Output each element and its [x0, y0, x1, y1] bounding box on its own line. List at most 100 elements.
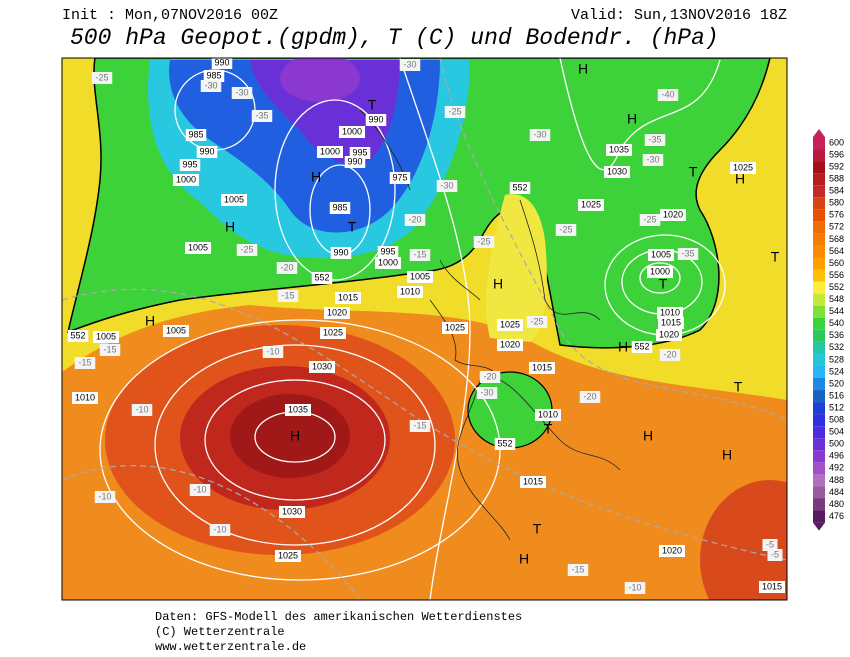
colorbar-label: 540 — [829, 318, 844, 328]
isobar-label: 990 — [368, 114, 383, 124]
temp-label-box — [74, 357, 96, 369]
colorbar-swatch — [813, 390, 825, 403]
isobar-label-box — [631, 341, 653, 353]
temp-label-box — [644, 134, 666, 146]
colorbar-swatch — [813, 269, 825, 282]
isobar-label: 552 — [70, 330, 85, 340]
temp-label: -35 — [255, 110, 268, 120]
isobar-label: 1000 — [342, 126, 362, 136]
fill-yellow — [485, 194, 547, 342]
isobar-label: 1005 — [410, 271, 430, 281]
colorbar-swatch — [813, 510, 825, 523]
colorbar-label: 568 — [829, 234, 844, 244]
temp-label-box — [526, 316, 548, 328]
temp-label: -30 — [533, 129, 546, 139]
temp-label-box — [444, 106, 466, 118]
map-title: 500 hPa Geopot.(gpdm), T (C) und Bodendr… — [70, 25, 719, 51]
temp-label: -30 — [403, 59, 416, 69]
colorbar-swatch — [813, 305, 825, 318]
isobar-label: 1005 — [188, 242, 208, 252]
pressure-center: T — [544, 421, 553, 437]
isobar-label-box — [196, 146, 218, 158]
temp-label: -30 — [204, 80, 217, 90]
colorbar-swatch — [813, 450, 825, 463]
temp-label-box — [200, 80, 222, 92]
temp-label-box — [231, 87, 253, 99]
pressure-center: H — [618, 339, 628, 355]
isobar-label: 552 — [497, 438, 512, 448]
temp-label: -35 — [681, 248, 694, 258]
temp-label: -35 — [648, 134, 661, 144]
isobar-label-box — [578, 199, 604, 211]
temp-label-box — [642, 154, 664, 166]
isobar-label-box — [311, 272, 333, 284]
isobar-label-box — [173, 174, 199, 186]
isobar-label-box — [604, 166, 630, 178]
temp-label: -15 — [571, 564, 584, 574]
pressure-center: H — [578, 61, 588, 77]
isobar-label: 1015 — [338, 292, 358, 302]
colorbar-label: 488 — [829, 475, 844, 485]
isobar-label-box — [407, 271, 433, 283]
colorbar-swatch — [813, 365, 825, 378]
isobar-label: 995 — [380, 246, 395, 256]
temp-label-box — [189, 484, 211, 496]
pressure-center: H — [627, 111, 637, 127]
pressure-center: H — [519, 551, 529, 567]
isobar-label-box — [335, 292, 361, 304]
colorbar-swatch — [813, 317, 825, 330]
colorbar-label: 500 — [829, 439, 844, 449]
isobar-label-box — [497, 319, 523, 331]
isobar-label: 1030 — [282, 506, 302, 516]
isobar-label-box — [221, 194, 247, 206]
isobar-label: 995 — [182, 159, 197, 169]
colorbar-label: 552 — [829, 282, 844, 292]
colorbar-swatch — [813, 257, 825, 270]
isobar-label: 985 — [188, 129, 203, 139]
colorbar-swatch — [813, 245, 825, 258]
temp-label: -25 — [240, 244, 253, 254]
temp-label-box — [762, 539, 778, 551]
colorbar-swatch — [813, 486, 825, 499]
isobar-label: 1035 — [288, 404, 308, 414]
temp-label: -5 — [771, 549, 779, 559]
temp-label-box — [209, 524, 231, 536]
pressure-center: T — [368, 97, 377, 113]
isobar-label-box — [285, 404, 311, 416]
pressure-center: H — [493, 276, 503, 292]
temp-label: -30 — [646, 154, 659, 164]
colorbar-swatch — [813, 209, 825, 222]
temp-label-box — [399, 59, 421, 71]
isobar-label-box — [656, 329, 682, 341]
isobar-label-box — [330, 247, 352, 259]
isobar-label-box — [279, 506, 305, 518]
colorbar-swatch — [813, 426, 825, 439]
isobar-label: 1005 — [651, 249, 671, 259]
isobar-label: 1030 — [312, 361, 332, 371]
init-time: Init : Mon,07NOV2016 00Z — [62, 7, 278, 24]
colorbar-label: 560 — [829, 258, 844, 268]
colorbar-swatch — [813, 149, 825, 162]
temp-label-box — [99, 344, 121, 356]
temp-label-box — [94, 491, 116, 503]
temp-label: -20 — [483, 371, 496, 381]
colorbar-label: 580 — [829, 198, 844, 208]
temp-label: -25 — [559, 224, 572, 234]
isobar-label: 985 — [332, 202, 347, 212]
colorbar-label: 484 — [829, 487, 844, 497]
isobar-label-box — [509, 182, 531, 194]
isobar-label-box — [317, 146, 343, 158]
isobar-label-box — [520, 476, 546, 488]
temp-label: -10 — [98, 491, 111, 501]
isobar-label-box — [179, 159, 201, 171]
colorbar-label: 544 — [829, 306, 844, 316]
colorbar-label: 528 — [829, 354, 844, 364]
isobar-label-box — [658, 317, 684, 329]
colorbar-swatch — [813, 462, 825, 475]
valid-time: Valid: Sun,13NOV2016 18Z — [571, 7, 787, 24]
pressure-center: T — [348, 219, 357, 235]
isobar-label: 1020 — [500, 339, 520, 349]
temp-label: -25 — [530, 316, 543, 326]
isobar-label: 1025 — [323, 327, 343, 337]
